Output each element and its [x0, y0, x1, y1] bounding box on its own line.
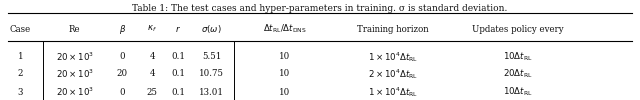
Text: 0: 0: [120, 88, 125, 97]
Text: $\kappa_f$: $\kappa_f$: [147, 24, 157, 34]
Text: 25: 25: [147, 88, 158, 97]
Text: $2 \times 10^4\Delta t_{\rm RL}$: $2 \times 10^4\Delta t_{\rm RL}$: [368, 67, 419, 81]
Text: $20\Delta t_{\rm RL}$: $20\Delta t_{\rm RL}$: [502, 68, 532, 80]
Text: $20 \times 10^3$: $20 \times 10^3$: [56, 68, 93, 80]
Text: $10\Delta t_{\rm RL}$: $10\Delta t_{\rm RL}$: [502, 50, 532, 63]
Text: 3: 3: [18, 88, 23, 97]
Text: 10: 10: [279, 70, 291, 78]
Text: 13.01: 13.01: [199, 88, 224, 97]
Text: $1 \times 10^4\Delta t_{\rm RL}$: $1 \times 10^4\Delta t_{\rm RL}$: [368, 50, 419, 64]
Text: $10\Delta t_{\rm RL}$: $10\Delta t_{\rm RL}$: [502, 86, 532, 98]
Text: 0.1: 0.1: [171, 70, 185, 78]
Text: 10: 10: [279, 88, 291, 97]
Text: 1: 1: [18, 52, 23, 61]
Text: Case: Case: [10, 24, 31, 34]
Text: 20: 20: [117, 70, 128, 78]
Text: 0.1: 0.1: [171, 52, 185, 61]
Text: Table 1: The test cases and hyper-parameters in training. σ is standard deviatio: Table 1: The test cases and hyper-parame…: [132, 4, 508, 13]
Text: $r$: $r$: [175, 24, 181, 34]
Text: $\Delta t_{\rm RL}/\Delta t_{\rm DNS}$: $\Delta t_{\rm RL}/\Delta t_{\rm DNS}$: [263, 23, 307, 35]
Text: 0: 0: [120, 52, 125, 61]
Text: 10.75: 10.75: [199, 70, 224, 78]
Text: Training horizon: Training horizon: [358, 24, 429, 34]
Text: $20 \times 10^3$: $20 \times 10^3$: [56, 86, 93, 98]
Text: 5.51: 5.51: [202, 52, 221, 61]
Text: Updates policy every: Updates policy every: [472, 24, 563, 34]
Text: 4: 4: [150, 52, 155, 61]
Text: Re: Re: [69, 24, 81, 34]
Text: 0.1: 0.1: [171, 88, 185, 97]
Text: 10: 10: [279, 52, 291, 61]
Text: $\beta$: $\beta$: [119, 22, 126, 36]
Text: 4: 4: [150, 70, 155, 78]
Text: 2: 2: [18, 70, 23, 78]
Text: $1 \times 10^4\Delta t_{\rm RL}$: $1 \times 10^4\Delta t_{\rm RL}$: [368, 85, 419, 99]
Text: $20 \times 10^3$: $20 \times 10^3$: [56, 50, 93, 63]
Text: $\sigma(\omega)$: $\sigma(\omega)$: [202, 23, 222, 35]
